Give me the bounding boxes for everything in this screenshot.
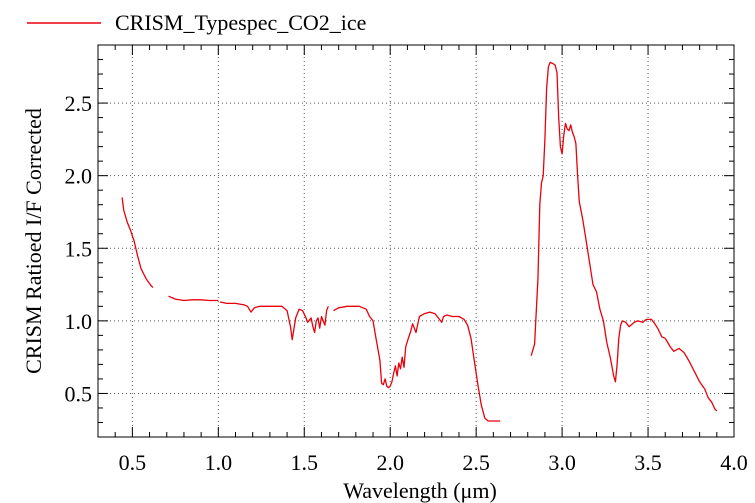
y-axis-ticks (98, 59, 734, 423)
x-tick-label: 2.5 (462, 450, 490, 475)
x-tick-label: 3.5 (634, 450, 662, 475)
spectrum-line-segment (333, 305, 501, 422)
y-tick-label: 1.0 (65, 309, 93, 334)
y-tick-label: 2.0 (65, 164, 93, 189)
spectrum-line-segment (168, 295, 219, 302)
x-axis-label: Wavelength (μm) (343, 478, 497, 503)
spectrum-line-segment (530, 61, 718, 412)
spectrum-line-segment (219, 301, 329, 341)
y-tick-label: 0.5 (65, 381, 93, 406)
x-tick-label: 1.0 (205, 450, 233, 475)
legend: CRISM_Typespec_CO2_ice (27, 10, 366, 35)
y-tick-label: 2.5 (65, 91, 93, 116)
plot-lines (121, 61, 718, 422)
legend-label: CRISM_Typespec_CO2_ice (115, 10, 366, 35)
x-tick-label: 0.5 (119, 450, 147, 475)
x-tick-label: 4.0 (720, 450, 748, 475)
spectrum-line-segment (121, 197, 154, 288)
y-tick-labels: 0.5 1.0 1.5 2.0 2.5 (65, 91, 93, 406)
grid (98, 45, 734, 437)
x-axis-ticks (97, 45, 735, 437)
y-axis-label: CRISM Ratioed I/F Corrected (21, 108, 46, 374)
x-tick-labels: 0.5 1.0 1.5 2.0 2.5 3.0 3.5 4.0 (119, 450, 748, 475)
y-tick-label: 1.5 (65, 236, 93, 261)
plot-frame (97, 44, 735, 438)
x-tick-label: 1.5 (291, 450, 319, 475)
x-tick-label: 2.0 (376, 450, 404, 475)
x-tick-label: 3.0 (548, 450, 576, 475)
